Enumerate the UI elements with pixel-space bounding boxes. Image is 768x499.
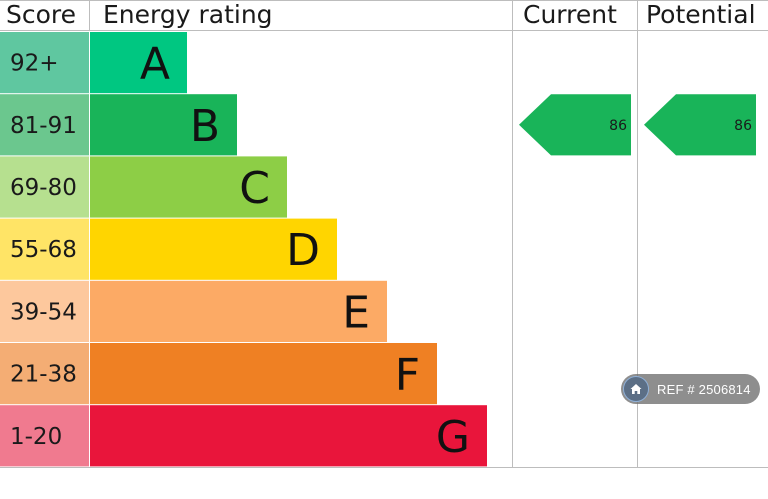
current-rating-value: 86 [609,118,627,134]
rating-bar-f [90,343,437,405]
score-label-g: 1-20 [10,424,62,450]
rating-bar-d [90,218,337,280]
rating-bar-e [90,280,387,342]
rating-letter-c: C [239,163,270,214]
rating-bar-c [90,156,287,218]
rating-bar-a [90,32,187,94]
score-label-e: 39-54 [10,299,77,325]
rating-letter-f: F [395,350,420,401]
potential-rating-value: 86 [734,118,752,134]
rating-bar-b [90,94,237,156]
header-potential: Potential [646,0,756,29]
rating-letter-a: A [140,39,170,90]
score-cell-d [0,218,89,280]
score-label-b: 81-91 [10,113,77,139]
score-cell-c [0,156,89,218]
potential-rating-arrow [644,94,756,156]
rating-letter-b: B [190,101,220,152]
score-label-a: 92+ [10,51,59,77]
rating-bands: 92+ A 81-91 B 69-80 C 55-68 D 39-54 E 21-38 F 1-20 G [0,32,487,467]
header-current: Current [523,0,617,29]
reference-text: REF # 2506814 [657,381,751,397]
rating-letter-d: D [286,225,320,276]
score-cell-f [0,343,89,405]
home-icon [623,376,649,402]
rating-arrows: 86 86 [519,94,756,156]
header-energy-rating: Energy rating [103,0,273,29]
score-label-f: 21-38 [10,362,77,388]
score-cell-b [0,94,89,156]
rating-bar-g [90,405,487,467]
score-cell-g [0,405,89,467]
current-rating-arrow [519,94,631,156]
rating-letter-g: G [436,412,470,463]
score-cell-a [0,32,89,94]
score-cell-e [0,280,89,342]
header-score: Score [6,0,76,29]
rating-letter-e: E [342,287,370,338]
score-label-d: 55-68 [10,237,77,263]
reference-badge: REF # 2506814 [621,374,760,404]
score-label-c: 69-80 [10,175,77,201]
